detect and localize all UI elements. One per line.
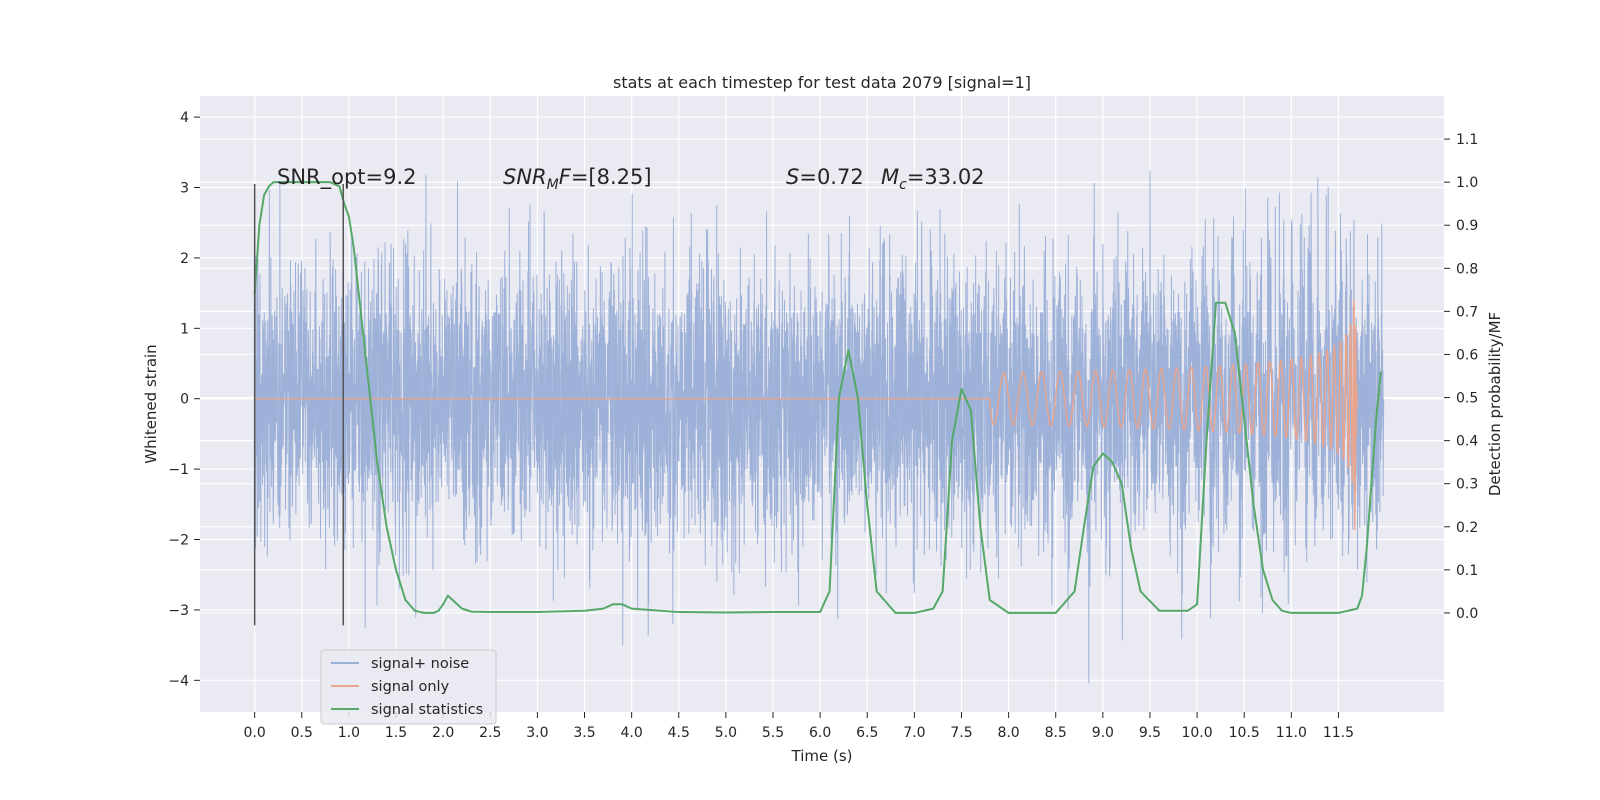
y-axis-ticks: −4 −3 −2 −1 0 1 2 3 4 [168,110,200,689]
annotation-chirp-mass-value: =33.02 [907,165,985,189]
x-tick-label-18: 9.0 [1092,725,1114,741]
x-tick-label-20: 10.0 [1181,725,1212,741]
y2-axis-label: Detection probability/MF [1486,312,1504,496]
annotation-snr-mf: SNRMF=[8.25] [503,165,652,193]
x-tick-label-3: 1.5 [385,725,407,741]
x-tick-label-12: 6.0 [809,725,831,741]
x-tick-label-10: 5.0 [715,725,737,741]
x-tick-label-21: 10.5 [1229,725,1260,741]
x-tick-label-19: 9.5 [1139,725,1161,741]
annotation-chirp-mass-symbol: M [881,165,899,189]
y2-tick-label-3: 0.3 [1456,477,1478,493]
x-tick-label-17: 8.5 [1045,725,1067,741]
x-tick-label-9: 4.5 [668,725,690,741]
legend-label-signal-only: signal only [371,679,450,695]
x-tick-label-2: 1.0 [338,725,360,741]
signal-noise-line [254,170,1385,684]
y-axis-label: Whitened strain [142,344,160,463]
x-axis-label: Time (s) [791,747,853,765]
annotation-spin-symbol: S [786,165,799,189]
legend-label-signal-statistics: signal statistics [371,702,483,718]
signal-statistics-series [253,181,1382,614]
y-tick-label-5: 1 [180,321,189,337]
x-tick-label-7: 3.5 [573,725,595,741]
y2-tick-label-2: 0.2 [1456,520,1478,536]
x-tick-label-13: 6.5 [856,725,878,741]
x-tick-label-0: 0.0 [244,725,266,741]
vertical-markers [253,184,344,626]
annotation-snr-mf-suffix: F [559,165,572,189]
y2-tick-label-4: 0.4 [1456,434,1478,450]
annotation-snr-opt: SNR_opt=9.2 [277,165,417,190]
y2-tick-label-8: 0.8 [1456,261,1478,277]
x-tick-label-16: 8.0 [997,725,1019,741]
y2-tick-label-11: 1.1 [1456,132,1478,148]
x-tick-label-11: 5.5 [762,725,784,741]
signal-noise-series [254,170,1385,684]
y-tick-label-1: −3 [168,603,189,619]
x-axis-ticks: 0.0 0.5 1.0 1.5 2.0 2.5 3.0 3.5 4.0 4.5 5.0 5.5 6.0 6… [244,712,1354,741]
legend: signal+ noise signal only signal statist… [320,649,497,725]
chart-title: stats at each timestep for test data 207… [613,73,1031,92]
annotation-snr-mf-symbol: SNR [503,165,547,189]
y2-tick-label-5: 0.5 [1456,391,1478,407]
y2-tick-label-7: 0.7 [1456,304,1478,320]
y-tick-label-4: 0 [180,392,189,408]
x-tick-label-4: 2.0 [432,725,454,741]
x-tick-label-1: 0.5 [291,725,313,741]
y2-tick-label-9: 0.9 [1456,218,1478,234]
y2-axis-ticks: 0.0 0.1 0.2 0.3 0.4 0.5 0.6 0.7 0.8 0.9 1.0 1.1 [1444,132,1478,622]
x-tick-label-14: 7.0 [903,725,925,741]
signal-statistics-line [253,181,1382,614]
annotation-snr-mf-subscript: M [547,177,559,193]
y-tick-label-8: 4 [180,110,189,126]
legend-label-signal-noise: signal+ noise [371,656,469,672]
y-tick-label-6: 2 [180,251,189,267]
annotation-spin: S=0.72 [786,165,864,189]
legend-box [320,649,497,725]
x-tick-label-23: 11.5 [1323,725,1354,741]
x-tick-label-15: 7.5 [950,725,972,741]
y2-tick-label-1: 0.1 [1456,563,1478,579]
x-tick-label-6: 3.0 [526,725,548,741]
y-tick-label-3: −1 [168,462,189,478]
y2-tick-label-0: 0.0 [1456,606,1478,622]
x-tick-label-8: 4.0 [620,725,642,741]
x-tick-label-5: 2.5 [479,725,501,741]
annotation-chirp-mass-subscript: c [899,177,907,193]
signal-only-series [254,299,1358,531]
y-tick-label-7: 3 [180,181,189,197]
annotation-chirp-mass: Mc=33.02 [881,165,985,193]
y-tick-label-2: −2 [168,533,189,549]
annotation-spin-value: =0.72 [799,165,863,189]
y-tick-label-0: −4 [168,673,189,689]
y2-tick-label-10: 1.0 [1456,175,1478,191]
x-tick-label-22: 11.0 [1276,725,1307,741]
signal-only-line [254,299,1358,531]
annotation-snr-mf-value: =[8.25] [571,165,652,189]
y2-tick-label-6: 0.6 [1456,347,1478,363]
